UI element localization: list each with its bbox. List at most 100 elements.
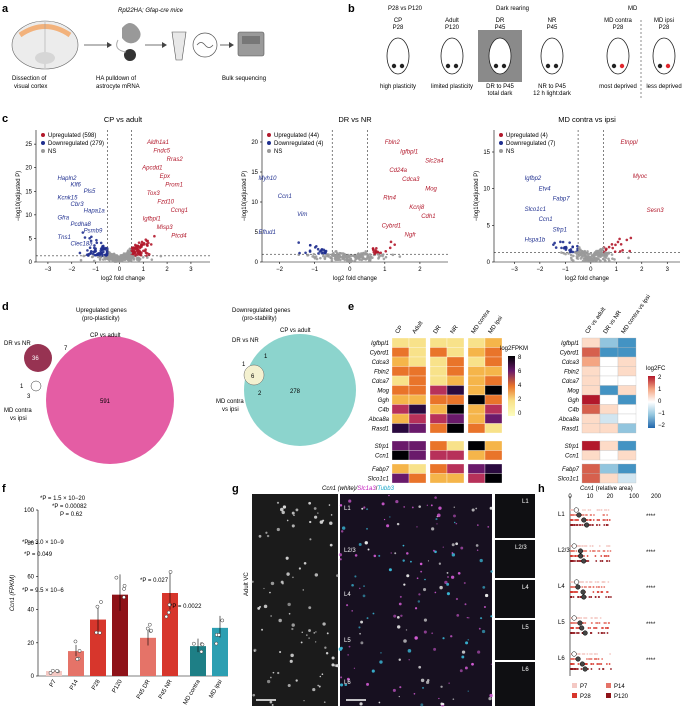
h-point <box>607 596 610 598</box>
h-point <box>575 524 578 526</box>
fc-cell <box>599 366 619 377</box>
h-sig-label: **** <box>646 550 656 556</box>
volcano-point <box>613 250 617 253</box>
heatmap-row-label: Sfrp1 <box>375 444 389 450</box>
up-gene-label: Aldh1a1 <box>146 140 169 146</box>
h-point <box>592 519 595 521</box>
volcano-point <box>317 252 320 255</box>
volcano-point <box>82 254 86 258</box>
volcano-point <box>398 255 402 258</box>
heatmap-cell <box>408 440 427 451</box>
f-stat-label: P = 0.62 <box>60 512 83 518</box>
h-point <box>608 560 611 562</box>
micrograph-speckle <box>475 544 479 547</box>
down-gene-label: Igfbp2 <box>525 176 542 182</box>
f-y-tick-label: 40 <box>27 608 34 614</box>
mouse-age: P28 <box>659 25 670 31</box>
volcano-point <box>127 258 131 261</box>
micrograph-speckle <box>433 647 437 651</box>
micrograph-speckle <box>406 552 409 555</box>
svg-text:vs ipsi: vs ipsi <box>222 407 239 413</box>
fpkm-label: log2FPKM <box>500 346 528 352</box>
panel-label-g: g <box>232 483 239 495</box>
f-point <box>122 583 127 588</box>
venn-left-big-label: CP vs adult <box>90 333 121 339</box>
h-point <box>599 560 602 562</box>
micrograph-speckle <box>366 527 368 530</box>
volcano-point <box>604 253 608 257</box>
h-point <box>594 596 597 598</box>
micrograph-speckle <box>279 650 282 654</box>
micrograph-speckle <box>271 704 274 706</box>
down-gene-label: Vim <box>297 212 307 218</box>
micrograph-speckle <box>308 501 312 505</box>
micrograph-speckle <box>367 548 370 551</box>
volcano-point <box>297 241 300 244</box>
fc-cell <box>599 385 619 396</box>
f-category-label: P28 <box>91 678 102 691</box>
h-point <box>600 663 603 665</box>
volcano-point <box>308 243 312 247</box>
micrograph-speckle <box>380 652 382 654</box>
h-point <box>608 519 611 521</box>
h-mean-marker <box>578 553 584 559</box>
volcano-point <box>140 240 144 244</box>
h-point <box>588 581 591 583</box>
h-point <box>592 586 595 588</box>
f-stat-label: *P = 9.5 × 10−6 <box>22 588 64 594</box>
h-point <box>589 509 592 511</box>
h-mean-marker <box>575 584 581 590</box>
f-point <box>166 610 171 615</box>
micrograph-speckle <box>366 508 369 511</box>
heatmap-column-label: NR <box>450 324 460 335</box>
legend-label: Downregulated (4) <box>274 141 323 147</box>
micrograph-speckle <box>353 667 356 669</box>
volcano-point <box>607 252 610 255</box>
volcano-point <box>92 250 95 254</box>
micrograph-speckle <box>471 662 474 666</box>
fc-cell <box>581 337 601 348</box>
volcano-point <box>560 251 563 254</box>
y-tick-label: 5 <box>487 223 491 229</box>
fc-cell <box>617 347 637 358</box>
heatmap-cell <box>429 356 448 367</box>
h-point <box>585 581 588 583</box>
volcano-point <box>368 253 372 256</box>
h-point <box>606 545 608 547</box>
venn-left-overlap-dr: 7 <box>64 346 68 352</box>
f-point <box>214 641 219 646</box>
h-point <box>581 653 584 655</box>
fc-cell <box>581 394 601 405</box>
down-gene-label: Hapa1a <box>84 209 106 215</box>
micrograph-speckle <box>426 504 429 507</box>
x-tick-label: −1 <box>92 267 100 273</box>
volcano-point <box>312 252 316 256</box>
micrograph-speckle <box>399 595 402 598</box>
micrograph-speckle <box>423 630 427 634</box>
panel-label-h: h <box>538 483 545 495</box>
volcano-point <box>559 240 562 244</box>
f-y-tick-label: 20 <box>27 641 34 647</box>
heatmap-cell <box>408 356 427 367</box>
h-point <box>595 524 598 526</box>
micrograph-speckle <box>440 685 443 688</box>
up-gene-label: Slc2a4 <box>425 159 444 165</box>
h-point <box>603 550 606 552</box>
h-point <box>575 627 578 629</box>
h-layer-label: L1 <box>558 512 565 518</box>
volcano-point <box>92 246 96 250</box>
fc-cell <box>581 404 601 415</box>
mouse-eye <box>399 63 405 69</box>
h-point <box>590 668 593 670</box>
h-point <box>589 627 592 629</box>
h-point <box>586 653 589 655</box>
heatmap-cell <box>408 347 427 358</box>
f-bar <box>68 651 84 676</box>
heatmap-cell <box>446 366 465 377</box>
volcano-point <box>593 254 596 257</box>
volcano-point <box>99 241 103 245</box>
h-mean-marker <box>571 543 577 549</box>
micrograph-speckle <box>468 617 470 619</box>
volcano-point <box>324 255 327 258</box>
volcano-point <box>83 236 87 239</box>
